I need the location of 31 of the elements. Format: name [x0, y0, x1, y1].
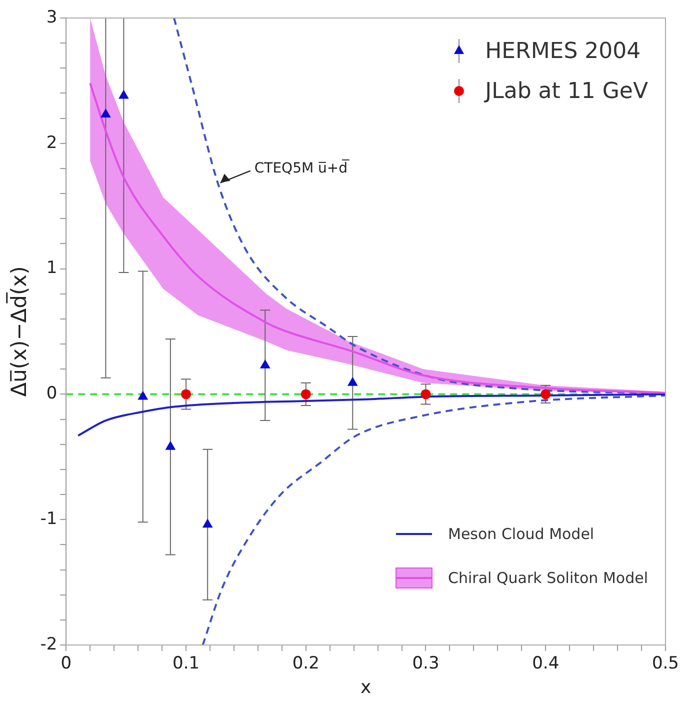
legend-label: Meson Cloud Model	[448, 525, 594, 543]
x-tick-label: 0.5	[652, 654, 680, 674]
point	[165, 440, 176, 450]
point	[100, 108, 111, 118]
point	[202, 518, 213, 528]
y-tick-label: -1	[40, 509, 58, 530]
x-tick-label: 0.2	[292, 654, 320, 674]
point	[181, 389, 192, 400]
annotation: CTEQ5M u̅+d̅	[254, 158, 350, 176]
x-tick-label: 0.3	[412, 654, 440, 674]
y-axis-title: Δu̅(x)−Δd̅(x)	[6, 266, 32, 397]
point	[300, 389, 311, 400]
point	[540, 389, 551, 400]
legend-label: JLab at 11 GeV	[485, 78, 648, 104]
point	[260, 359, 270, 368]
point	[420, 389, 431, 400]
y-tick-label: 3	[46, 7, 58, 28]
point	[347, 376, 358, 386]
x-tick-label: 0.4	[532, 654, 560, 674]
x-axis-title: x	[360, 676, 372, 698]
y-tick-label: 0	[46, 384, 58, 404]
point	[138, 390, 148, 400]
y-tick-label: -2	[40, 634, 58, 654]
legend-label: HERMES 2004	[485, 38, 641, 64]
line-series	[89, 82, 666, 394]
y-tick-label: 1	[46, 258, 58, 278]
legend-label: Chiral Quark Soliton Model	[448, 569, 648, 587]
x-tick-label: 0	[60, 654, 72, 674]
y-tick-label: 2	[46, 132, 58, 153]
x-tick-label: 0.1	[172, 654, 200, 674]
point	[118, 90, 129, 99]
